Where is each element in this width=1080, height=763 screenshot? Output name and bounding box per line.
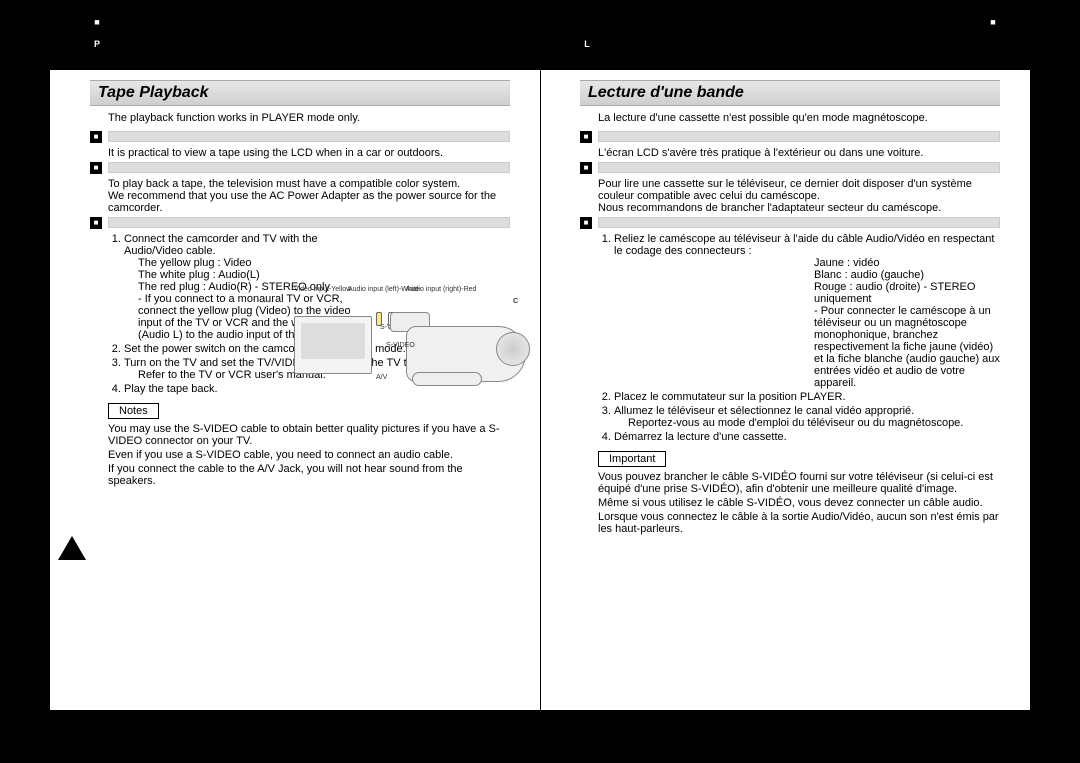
steps-list: Reliez le caméscope au téléviseur à l'ai… [614,233,1000,443]
lead-text: La lecture d'une cassette n'est possible… [598,112,1000,124]
note-1: You may use the S-VIDEO cable to obtain … [108,423,510,447]
subhead-steps: ■ [90,216,510,229]
fig-label-av: A/V [376,374,387,381]
note-2: Même si vous utilisez le câble S-VIDÉO, … [598,497,1000,509]
subhead-tv: ■ [90,161,510,174]
step-3: Allumez le téléviseur et sélectionnez le… [614,405,1000,429]
header-glyph-left: P [90,37,104,51]
plug-white: Blanc : audio (gauche) [814,269,1000,281]
notes-label: Notes [108,403,159,419]
step3-text: Allumez le téléviseur et sélectionnez le… [614,405,914,417]
note-3: Lorsque vous connectez le câble à la sor… [598,511,1000,535]
warning-triangle-icon [58,536,86,560]
subhead-bar [108,131,510,142]
tv-text: To play back a tape, the television must… [108,178,510,214]
lcd-text: It is practical to view a tape using the… [108,147,510,159]
section-title: Lecture d'une bande [580,80,1000,106]
manual-page: ■ ■ P L Tape Playback The playback funct… [50,70,1030,710]
tv-text: Pour lire une cassette sur le téléviseur… [598,178,1000,214]
marker-icon: ■ [90,217,102,229]
step3-sub: Reportez-vous au mode d'emploi du télévi… [628,417,1000,429]
lead-text: The playback function works in PLAYER mo… [108,112,510,124]
subhead-bar [598,162,1000,173]
tv-icon [294,316,372,374]
note-2: Even if you use a S-VIDEO cable, you nee… [108,449,510,461]
subhead-bar [598,131,1000,142]
marker-icon: ■ [580,162,592,174]
note-3: If you connect the cable to the A/V Jack… [108,463,510,487]
marker-icon: ■ [580,217,592,229]
marker-icon: ■ [90,162,102,174]
marker-icon: ■ [580,131,592,143]
column-french: Lecture d'une bande La lecture d'une cas… [540,70,1030,710]
fig-label-audio-r: Audio input (right)-Red [406,286,476,293]
header-glyph-right: L [580,37,594,51]
step1-note: - Pour connecter le caméscope à un télév… [814,305,1000,389]
fig-label-video: Video input-Yellow [294,286,351,293]
step1-line: Reliez le caméscope au téléviseur à l'ai… [614,233,994,257]
corner-marker-right: ■ [986,15,1000,29]
connection-diagram: Video input-Yellow Audio input (left)-Wh… [294,286,526,404]
plug-yellow: The yellow plug : Video [138,257,368,269]
lcd-text: L'écran LCD s'avère très pratique à l'ex… [598,147,1000,159]
plug-yellow: Jaune : vidéo [814,257,1000,269]
marker-icon: ■ [90,131,102,143]
subhead-lcd: ■ [90,130,510,143]
column-english: Tape Playback The playback function work… [50,70,540,710]
plug-red: Rouge : audio (droite) - STEREO uniqueme… [814,281,1000,305]
section-title: Tape Playback [90,80,510,106]
subhead-lcd: ■ [580,130,1000,143]
step-2: Placez le commutateur sur la position PL… [614,391,1000,403]
corner-marker-left: ■ [90,15,104,29]
subhead-bar [108,162,510,173]
step1-line: Connect the camcorder and TV with the Au… [124,233,354,257]
step-4: Démarrez la lecture d'une cassette. [614,431,1000,443]
step-1: Reliez le caméscope au téléviseur à l'ai… [614,233,1000,389]
note-1: Vous pouvez brancher le câble S-VIDÉO fo… [598,471,1000,495]
notes-label: Important [598,451,666,467]
plug-white: The white plug : Audio(L) [138,269,368,281]
subhead-bar [108,217,510,228]
subhead-steps: ■ [580,216,1000,229]
fig-label-svideo: S-VIDEO [386,342,415,349]
subhead-tv: ■ [580,161,1000,174]
subhead-bar [598,217,1000,228]
